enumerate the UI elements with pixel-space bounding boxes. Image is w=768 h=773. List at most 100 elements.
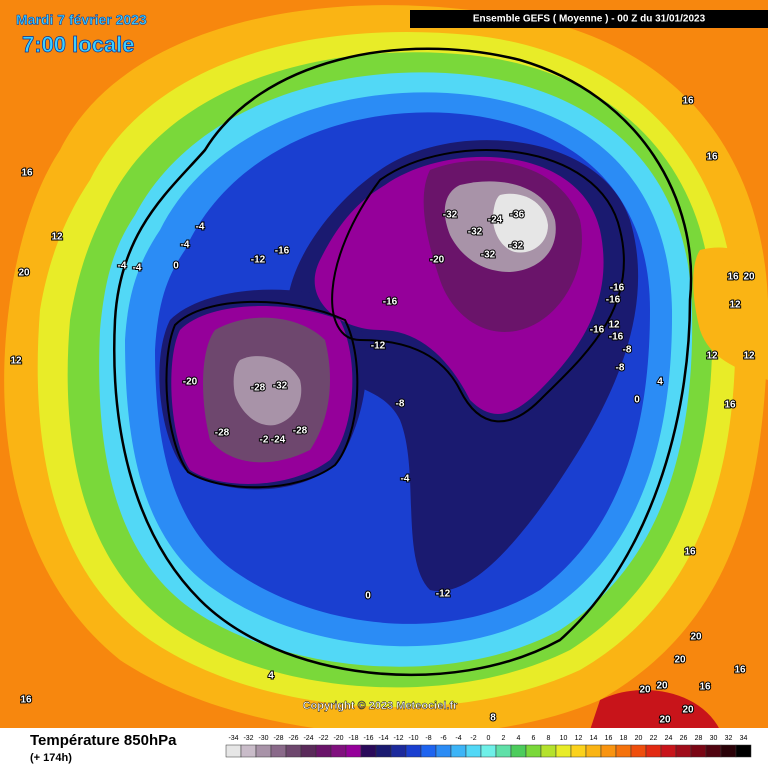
scale-swatch xyxy=(510,744,527,758)
contour-label: 16 xyxy=(684,547,696,558)
contour-label: -32 xyxy=(468,227,483,238)
contour-label: -32 xyxy=(273,381,288,392)
contour-label: 16 xyxy=(21,168,33,179)
contour-label: 12 xyxy=(743,351,755,362)
contour-label: 20 xyxy=(743,272,755,283)
scale-swatch xyxy=(270,744,287,758)
contour-label: -24 xyxy=(488,215,503,226)
contour-label: 20 xyxy=(682,705,694,716)
scale-tick-label: 30 xyxy=(710,735,718,742)
scale-tick-label: 2 xyxy=(502,735,506,742)
scale-tick-label: 6 xyxy=(532,735,536,742)
contour-label: 0 xyxy=(365,591,371,602)
scale-swatch xyxy=(735,744,752,758)
scale-swatch xyxy=(495,744,512,758)
contour-label: 20 xyxy=(656,681,668,692)
scale-swatch xyxy=(240,744,257,758)
scale-tick-label: 0 xyxy=(487,735,491,742)
contour-label: -36 xyxy=(510,210,525,221)
scale-swatch xyxy=(255,744,272,758)
scale-swatch xyxy=(405,744,422,758)
contour-label: -2 xyxy=(260,435,269,446)
scale-swatch xyxy=(360,744,377,758)
scale-swatch xyxy=(330,744,347,758)
scale-tick-label: 12 xyxy=(575,735,583,742)
scale-tick-label: -6 xyxy=(440,735,446,742)
scale-swatch xyxy=(465,744,482,758)
temperature-field xyxy=(0,0,768,735)
contour-label: 4 xyxy=(657,377,663,388)
contour-label: -8 xyxy=(616,363,625,374)
contour-label: 12 xyxy=(608,320,620,331)
contour-label: 12 xyxy=(51,232,63,243)
scale-swatch xyxy=(420,744,437,758)
scale-tick-label: 18 xyxy=(620,735,628,742)
contour-label: -16 xyxy=(275,246,290,257)
contour-label: -4 xyxy=(196,222,205,233)
contour-label: 16 xyxy=(724,400,736,411)
scale-swatch xyxy=(375,744,392,758)
forecast-date: Mardi 7 février 2023 xyxy=(16,12,147,28)
contour-label: 0 xyxy=(634,395,640,406)
contour-label: -16 xyxy=(590,325,605,336)
scale-swatch xyxy=(660,744,677,758)
scale-tick-label: -8 xyxy=(425,735,431,742)
scale-tick-label: -20 xyxy=(333,735,343,742)
contour-label: -8 xyxy=(396,399,405,410)
contour-label: 16 xyxy=(727,272,739,283)
scale-tick-label: -26 xyxy=(288,735,298,742)
scale-swatch xyxy=(285,744,302,758)
contour-label: -4 xyxy=(181,240,190,251)
contour-label: -16 xyxy=(606,295,621,306)
contour-label: 16 xyxy=(706,152,718,163)
scale-swatch xyxy=(300,744,317,758)
contour-label: 12 xyxy=(729,300,741,311)
contour-label: -32 xyxy=(481,250,496,261)
scale-swatch xyxy=(390,744,407,758)
contour-label: -12 xyxy=(436,589,451,600)
contour-label: 20 xyxy=(674,655,686,666)
scale-swatch xyxy=(690,744,707,758)
contour-label: -16 xyxy=(383,297,398,308)
scale-swatch xyxy=(555,744,572,758)
scale-tick-label: 16 xyxy=(605,735,613,742)
contour-label: -16 xyxy=(609,332,624,343)
scale-tick-label: -30 xyxy=(258,735,268,742)
contour-label: -28 xyxy=(215,428,230,439)
contour-label: -32 xyxy=(443,210,458,221)
scale-tick-label: -24 xyxy=(303,735,313,742)
scale-tick-label: -4 xyxy=(455,735,461,742)
contour-label: -28 xyxy=(293,426,308,437)
scale-swatch xyxy=(600,744,617,758)
contour-label: -4 xyxy=(118,261,127,272)
scale-tick-label: 32 xyxy=(725,735,733,742)
contour-label: -20 xyxy=(183,377,198,388)
scale-swatch xyxy=(585,744,602,758)
contour-label: -4 xyxy=(401,474,410,485)
scale-tick-label: -14 xyxy=(378,735,388,742)
contour-label: -4 xyxy=(133,263,142,274)
scale-tick-label: -10 xyxy=(408,735,418,742)
contour-label: -32 xyxy=(509,241,524,252)
scale-tick-label: -2 xyxy=(470,735,476,742)
scale-swatch xyxy=(225,744,242,758)
scale-tick-label: -18 xyxy=(348,735,358,742)
scale-tick-label: 24 xyxy=(665,735,673,742)
scale-tick-label: 4 xyxy=(517,735,521,742)
contour-label: -12 xyxy=(371,341,386,352)
scale-swatch xyxy=(540,744,557,758)
contour-label: 0 xyxy=(173,261,179,272)
scale-tick-label: 20 xyxy=(635,735,643,742)
run-info: Ensemble GEFS ( Moyenne ) - 00 Z du 31/0… xyxy=(473,14,706,25)
contour-label: 16 xyxy=(699,682,711,693)
forecast-time: 7:00 locale xyxy=(22,32,135,57)
scale-swatch xyxy=(705,744,722,758)
legend-lead: (+ 174h) xyxy=(30,752,72,764)
scale-swatch xyxy=(480,744,497,758)
run-banner xyxy=(410,10,768,28)
scale-swatch xyxy=(615,744,632,758)
scale-tick-label: -28 xyxy=(273,735,283,742)
scale-tick-label: 22 xyxy=(650,735,658,742)
scale-swatch xyxy=(720,744,737,758)
scale-swatch xyxy=(345,744,362,758)
